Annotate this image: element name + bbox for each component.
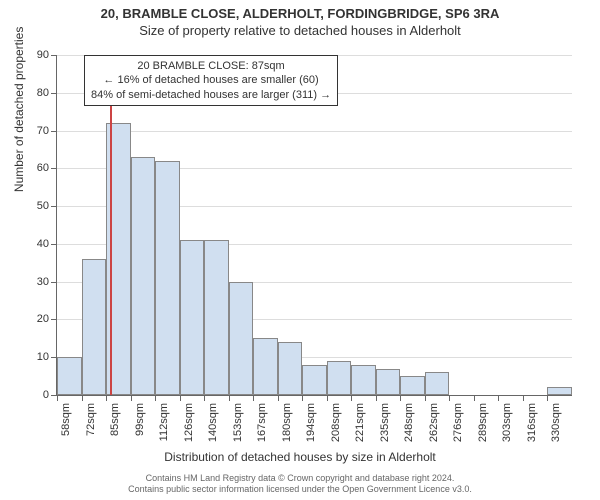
chart-plot-area: 010203040506070809058sqm72sqm85sqm99sqm1…: [56, 55, 572, 396]
histogram-bar: [180, 240, 205, 395]
x-tick: [155, 395, 156, 401]
histogram-bar: [425, 372, 450, 395]
y-tick: [51, 131, 57, 132]
x-tick: [376, 395, 377, 401]
histogram-bar: [278, 342, 303, 395]
x-tick: [204, 395, 205, 401]
chart-container: 20, BRAMBLE CLOSE, ALDERHOLT, FORDINGBRI…: [0, 0, 600, 500]
annotation-line1: 20 BRAMBLE CLOSE: 87sqm: [91, 59, 331, 73]
y-tick-label: 10: [29, 351, 49, 363]
gridline: [57, 131, 572, 132]
y-tick-label: 0: [29, 389, 49, 401]
x-tick-label: 208sqm: [330, 403, 342, 442]
x-tick-label: 58sqm: [60, 403, 72, 436]
annotation-line2: ← 16% of detached houses are smaller (60…: [91, 73, 331, 87]
histogram-bar: [327, 361, 352, 395]
y-tick-label: 50: [29, 200, 49, 212]
histogram-bar: [253, 338, 278, 395]
x-tick: [449, 395, 450, 401]
x-tick: [57, 395, 58, 401]
x-tick: [400, 395, 401, 401]
y-axis-label: Number of detached properties: [12, 27, 26, 192]
y-tick: [51, 244, 57, 245]
x-tick-label: 316sqm: [526, 403, 538, 442]
x-tick: [253, 395, 254, 401]
histogram-bar: [204, 240, 229, 395]
attribution-line2: Contains public sector information licen…: [128, 484, 472, 494]
annotation-line3: 84% of semi-detached houses are larger (…: [91, 88, 331, 102]
histogram-bar: [400, 376, 425, 395]
y-tick: [51, 168, 57, 169]
histogram-bar: [302, 365, 327, 395]
attribution-line1: Contains HM Land Registry data © Crown c…: [146, 473, 455, 483]
x-tick-label: 248sqm: [403, 403, 415, 442]
y-tick-label: 30: [29, 276, 49, 288]
y-tick-label: 20: [29, 313, 49, 325]
y-tick: [51, 282, 57, 283]
x-tick: [82, 395, 83, 401]
histogram-bar: [351, 365, 376, 395]
x-tick-label: 167sqm: [256, 403, 268, 442]
annotation-box: 20 BRAMBLE CLOSE: 87sqm← 16% of detached…: [84, 55, 338, 106]
x-tick-label: 72sqm: [85, 403, 97, 436]
histogram-bar: [155, 161, 180, 395]
x-tick-label: 140sqm: [207, 403, 219, 442]
x-tick: [131, 395, 132, 401]
histogram-bar: [57, 357, 82, 395]
y-tick: [51, 93, 57, 94]
x-tick-label: 303sqm: [501, 403, 513, 442]
y-tick-label: 80: [29, 87, 49, 99]
y-tick-label: 70: [29, 125, 49, 137]
x-tick-label: 112sqm: [158, 403, 170, 441]
x-tick: [106, 395, 107, 401]
x-tick: [180, 395, 181, 401]
property-marker-line: [110, 55, 112, 395]
x-tick: [498, 395, 499, 401]
x-tick-label: 330sqm: [550, 403, 562, 442]
x-tick: [327, 395, 328, 401]
x-tick-label: 180sqm: [281, 403, 293, 442]
histogram-bar: [376, 369, 401, 395]
x-tick: [523, 395, 524, 401]
y-tick: [51, 206, 57, 207]
x-tick: [302, 395, 303, 401]
x-tick-label: 235sqm: [379, 403, 391, 442]
x-tick-label: 262sqm: [428, 403, 440, 442]
x-tick-label: 221sqm: [354, 403, 366, 442]
x-tick-label: 276sqm: [452, 403, 464, 442]
x-tick-label: 99sqm: [134, 403, 146, 436]
page-subtitle: Size of property relative to detached ho…: [0, 21, 600, 38]
x-tick: [474, 395, 475, 401]
histogram-bar: [229, 282, 254, 395]
x-tick-label: 153sqm: [232, 403, 244, 442]
x-tick-label: 194sqm: [305, 403, 317, 442]
y-tick-label: 40: [29, 238, 49, 250]
x-tick-label: 126sqm: [183, 403, 195, 442]
x-tick-label: 289sqm: [477, 403, 489, 442]
y-tick-label: 60: [29, 162, 49, 174]
histogram-bar: [82, 259, 107, 395]
attribution-text: Contains HM Land Registry data © Crown c…: [0, 473, 600, 496]
x-tick: [351, 395, 352, 401]
x-tick: [229, 395, 230, 401]
y-tick: [51, 319, 57, 320]
x-axis-label: Distribution of detached houses by size …: [0, 450, 600, 464]
y-tick: [51, 55, 57, 56]
x-tick: [278, 395, 279, 401]
page-title: 20, BRAMBLE CLOSE, ALDERHOLT, FORDINGBRI…: [0, 0, 600, 21]
x-tick: [547, 395, 548, 401]
histogram-bar: [131, 157, 156, 395]
histogram-bar: [547, 387, 572, 395]
x-tick: [425, 395, 426, 401]
y-tick-label: 90: [29, 49, 49, 61]
x-tick-label: 85sqm: [109, 403, 121, 436]
